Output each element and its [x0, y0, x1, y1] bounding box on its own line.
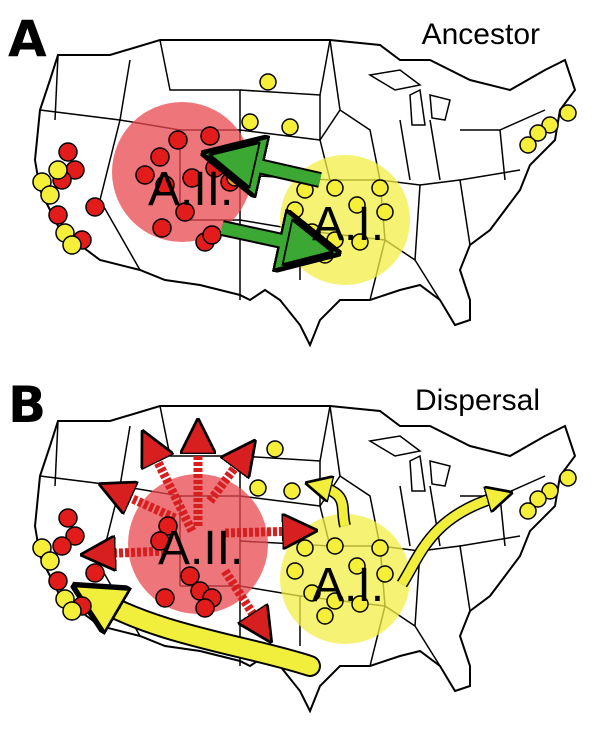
yellow-sites — [32, 440, 577, 625]
red-sites — [48, 508, 222, 618]
panel-title-dispersal: Dispersal — [414, 384, 540, 417]
zone-ai-label: A.I. — [312, 198, 384, 251]
zone-aii-label: A.II. — [148, 163, 233, 216]
red-dispersal-arrows — [98, 436, 300, 628]
map-dispersal: A.II. A.I. — [32, 405, 577, 714]
panel-letter-a: A — [8, 10, 47, 68]
panel-b: A.II. A.I. B Dispersal — [0, 366, 600, 732]
panel-letter-b: B — [8, 376, 47, 434]
map-ancestor: A.II. A.I. — [32, 39, 577, 348]
zone-aii-label: A.II. — [158, 522, 243, 575]
yellow-dispersal-arrows — [95, 486, 500, 677]
migration-arrows — [222, 160, 320, 247]
zone-ai-label: A.I. — [312, 559, 384, 612]
panel-a: A.II. A.I. A Ancestor — [8, 10, 577, 348]
panel-title-ancestor: Ancestor — [421, 18, 540, 51]
